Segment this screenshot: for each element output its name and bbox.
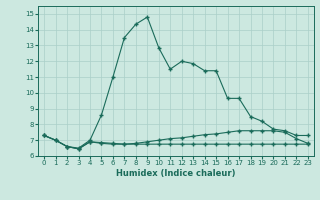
X-axis label: Humidex (Indice chaleur): Humidex (Indice chaleur) (116, 169, 236, 178)
